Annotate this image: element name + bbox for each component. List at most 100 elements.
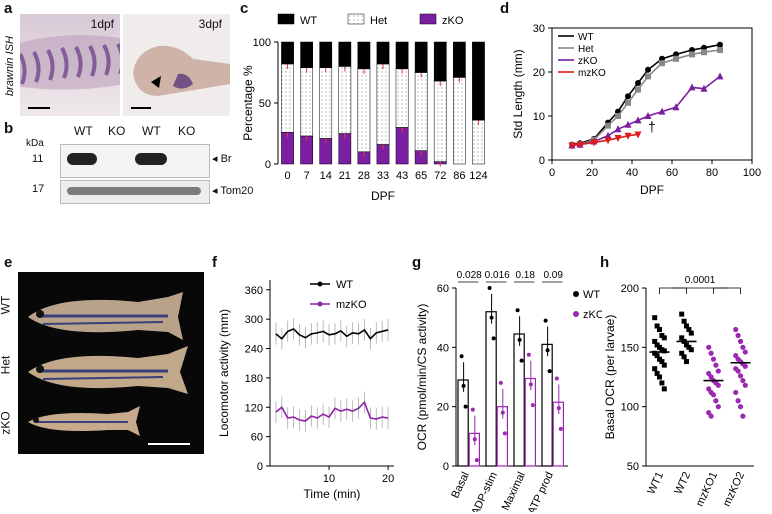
h-point-mzko2 xyxy=(735,332,741,339)
c-bar-het xyxy=(281,63,294,133)
c-y-tick-label: 0 xyxy=(265,159,271,171)
c-bar-het xyxy=(414,72,428,151)
f-y-tick-label: 60 xyxy=(251,432,263,444)
panel-letter-f: f xyxy=(212,254,217,271)
h-point-mzko2 xyxy=(737,373,744,379)
fish-wt xyxy=(28,292,183,340)
c-bar-wt xyxy=(300,41,313,68)
d-point-zko xyxy=(614,125,622,133)
d-xlabel: DPF xyxy=(640,183,664,197)
panel-letter-h: h xyxy=(600,254,610,271)
h-point-wt1 xyxy=(657,374,662,380)
c-legend-swatch-wt xyxy=(277,13,295,25)
fish-het xyxy=(28,346,188,394)
g-bar-wt xyxy=(457,379,469,467)
d-legend-label: Het xyxy=(578,44,594,55)
f-y-tick-label: 0 xyxy=(257,461,263,473)
h-point-mzko1 xyxy=(710,356,717,362)
c-xlabel: DPF xyxy=(371,189,395,203)
f-y-tick-label: 300 xyxy=(245,314,263,326)
d-point-het xyxy=(605,122,611,129)
f-legend-label: mzKO xyxy=(336,299,367,311)
g-x-tick-label: ATP prod xyxy=(526,470,556,512)
blot-lane-2: KO xyxy=(108,124,126,138)
g-legend-label: WT xyxy=(583,289,600,301)
fish-drawing xyxy=(28,292,190,445)
g-ylabel: OCR (pmol/min/CS activity) xyxy=(415,304,429,451)
g-point-zko xyxy=(528,382,533,387)
h-x-tick-label: WT1 xyxy=(646,470,667,496)
h-point-mzko2 xyxy=(733,389,739,396)
h-point-mzko2 xyxy=(737,404,744,410)
d-ylabel: Std Length (mm) xyxy=(511,49,525,138)
g-point-zko xyxy=(558,426,563,431)
g-x-tick-label: ADP-stim xyxy=(469,470,500,512)
c-legend-label: zKO xyxy=(442,15,464,27)
d-point-mzko xyxy=(576,141,584,149)
d-frame xyxy=(551,27,753,161)
c-bar-het xyxy=(433,80,447,162)
c-bar-wt xyxy=(281,41,294,65)
d-point-wt xyxy=(645,66,651,73)
d-point-zko xyxy=(604,131,612,139)
c-bar-het xyxy=(453,77,466,165)
h-point-mzko2 xyxy=(740,377,746,384)
ish-image-1dpf: 1dpf xyxy=(20,14,120,116)
g-point-zko xyxy=(472,437,477,442)
g-point-wt xyxy=(515,308,520,313)
g-point-zko xyxy=(502,431,507,436)
c-bar-wt xyxy=(319,41,333,68)
c-x-tick-label: 65 xyxy=(415,170,427,182)
blot-label-tom20-text: Tom20 xyxy=(220,185,254,197)
f-xlabel: Time (min) xyxy=(304,487,361,501)
h-point-mzko2 xyxy=(737,338,744,344)
g-bar-zko xyxy=(552,401,564,467)
ish-1dpf-drawing xyxy=(20,14,120,116)
c-x-tick-label: 14 xyxy=(320,170,332,182)
d-x-tick-label: 100 xyxy=(743,167,761,179)
panel-letter-b: b xyxy=(4,120,14,137)
h-point-mzko1 xyxy=(713,362,719,368)
g-bar-zko xyxy=(496,406,508,467)
h-point-wt1 xyxy=(661,362,667,368)
arrowhead-icon xyxy=(151,76,161,88)
blot-kda-11: 11 xyxy=(32,153,44,165)
h-point-wt2 xyxy=(681,354,687,360)
h-point-wt1 xyxy=(661,348,667,354)
f-y-tick-label: 120 xyxy=(245,402,263,414)
h-x-tick-label: mzKO2 xyxy=(721,470,747,508)
g-point-wt xyxy=(459,354,464,359)
h-point-wt1 xyxy=(659,380,665,386)
h-bracket-mzko xyxy=(713,287,741,294)
c-x-tick-label: 86 xyxy=(453,170,465,182)
fish-label-zko: zKO xyxy=(0,411,13,435)
h-point-mzko2 xyxy=(740,344,746,350)
h-point-mzko1 xyxy=(710,392,717,398)
c-bar-het xyxy=(300,67,313,137)
d-point-mzko xyxy=(624,132,632,140)
blot-kda-unit: kDa xyxy=(26,138,44,149)
chart-d: 0 20 40 60 80 100 0 10 20 30 DPF Std Length (mm) WTH… xyxy=(511,23,761,197)
g-point-zko xyxy=(556,406,561,411)
h-point-wt1 xyxy=(661,335,667,341)
g-point-zko xyxy=(526,352,531,357)
f-x-tick-label: 20 xyxy=(382,473,394,485)
h-point-mzko1 xyxy=(713,398,719,404)
blot-band xyxy=(67,153,97,165)
ish-3dpf-label: 3dpf xyxy=(198,17,222,31)
d-point-zko xyxy=(700,84,708,92)
g-y-tick-label: 0 xyxy=(443,461,449,473)
g-legend-marker xyxy=(573,291,579,297)
g-pvalue: 0.18 xyxy=(515,270,535,281)
g-bar-zko xyxy=(468,432,481,467)
d-x-tick-label: 60 xyxy=(666,167,678,179)
blot-lane-1: WT xyxy=(74,124,93,138)
ish-1dpf-label: 1dpf xyxy=(90,17,114,31)
d-point-zko xyxy=(644,112,652,119)
d-point-mzko xyxy=(568,142,576,150)
f-ylabel: Locomotor activity (mm) xyxy=(217,309,231,437)
d-y-tick-label: 10 xyxy=(533,111,545,123)
h-point-wt2 xyxy=(686,327,692,333)
g-point-zko xyxy=(554,376,559,381)
